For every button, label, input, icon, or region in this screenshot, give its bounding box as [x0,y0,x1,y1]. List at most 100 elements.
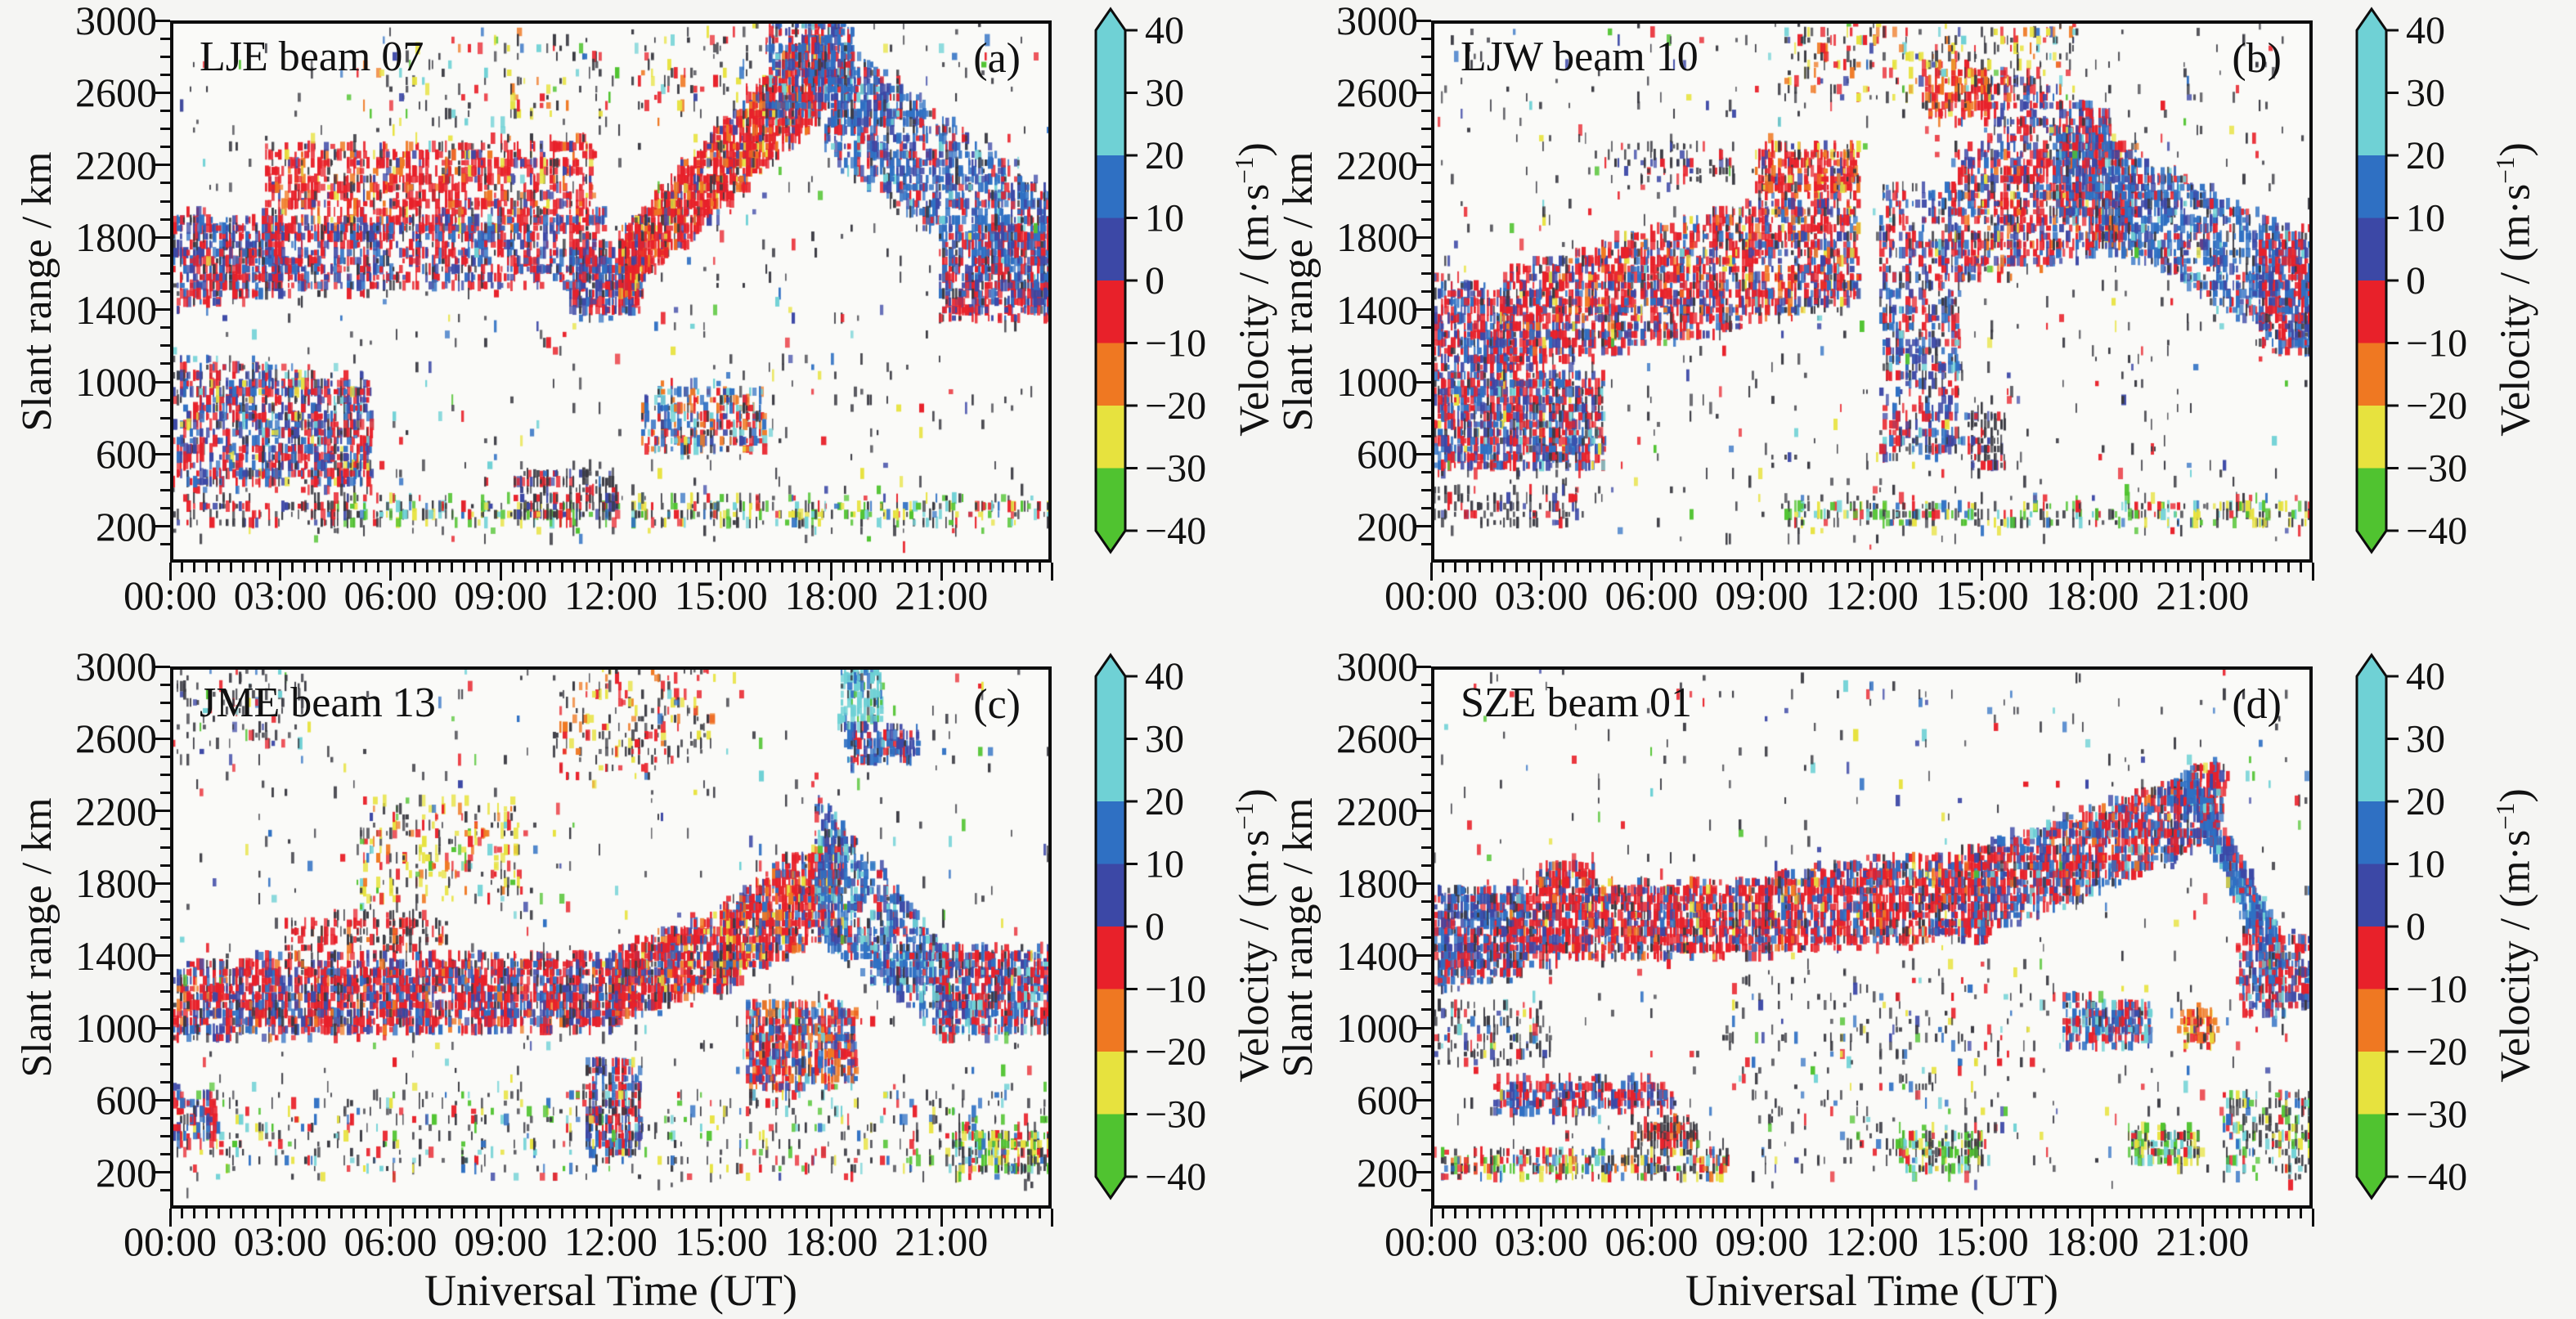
x-minor-tick [523,1209,527,1218]
y-minor-tick [160,218,170,221]
x-minor-tick [1883,563,1886,572]
x-minor-tick [2079,1209,2082,1218]
y-minor-tick [1421,73,1431,76]
x-minor-tick [1013,563,1016,572]
x-minor-tick [891,563,894,572]
y-minor-tick [1421,972,1431,976]
x-minor-tick [560,1209,563,1218]
y-major-tick [152,810,170,813]
x-minor-tick [181,1209,184,1218]
x-minor-tick [1662,563,1665,572]
x-minor-tick [744,1209,747,1218]
x-minor-tick [646,1209,649,1218]
x-minor-tick [1735,1209,1739,1218]
x-minor-tick [303,563,307,572]
x-minor-tick [976,1209,980,1218]
x-minor-tick [646,563,649,572]
colorbar-tick-label: −20 [2406,1030,2467,1074]
x-minor-tick [2299,563,2302,572]
colorbar-bottom-arrow [2357,1177,2386,1198]
y-minor-tick [160,1080,170,1083]
colorbar-segment [2357,676,2386,801]
y-minor-tick [160,271,170,275]
y-minor-tick [160,917,170,921]
x-minor-tick [340,563,343,572]
y-minor-tick [1421,683,1431,686]
colorbar-tick-label: 30 [1145,718,1184,761]
y-tick-label: 1400 [1336,286,1418,333]
colorbar-tick-label: −20 [1145,1030,1206,1074]
y-major-tick [1413,1098,1431,1101]
y-minor-tick [1421,55,1431,58]
y-minor-tick [1421,846,1431,849]
x-minor-tick [205,1209,209,1218]
x-minor-tick [732,1209,735,1218]
x-minor-tick [1577,1209,1580,1218]
x-minor-tick [806,563,809,572]
y-tick-label: 200 [1357,503,1418,550]
x-minor-tick [365,563,368,572]
y-major-tick [1413,91,1431,94]
x-minor-tick [572,563,576,572]
y-minor-tick [160,1117,170,1119]
x-minor-tick [2054,1209,2058,1218]
x-minor-tick [316,563,319,572]
y-minor-tick [160,990,170,994]
colorbar-segment [2357,406,2386,469]
colorbar: 40 30 20 10 0 −10 −20 −30 −40 [1094,7,1206,554]
x-minor-tick [487,563,490,572]
y-minor-tick [160,719,170,722]
colorbar-segment [2357,343,2386,406]
x-tick-label: 21:00 [2156,1218,2250,1264]
x-minor-tick [915,1209,918,1218]
x-minor-tick [2213,1209,2216,1218]
x-minor-tick [2067,563,2070,572]
y-major-tick [1413,1171,1431,1174]
y-minor-tick [1421,1117,1431,1119]
data-canvas-d [1434,670,2309,1205]
panel-d: Slant range / km 200 600 1000 1400 1800 2200 2… [1261,645,2576,1313]
colorbar-tick-label: −40 [2406,1155,2467,1199]
x-minor-tick [634,563,637,572]
colorbar-segment [2357,989,2386,1052]
x-minor-tick [242,563,245,572]
y-tick-label: 2600 [75,70,157,116]
x-major-tick [830,563,832,581]
x-minor-tick [2299,1209,2302,1218]
x-minor-tick [1515,563,1519,572]
x-minor-tick [487,1209,490,1218]
x-minor-tick [2237,1209,2241,1218]
x-axis-title: Universal Time (UT) [1685,1266,2058,1315]
x-minor-tick [2152,1209,2155,1218]
x-minor-tick [1601,563,1604,572]
x-minor-tick [2139,1209,2143,1218]
y-tick-label: 1000 [1336,359,1418,405]
x-tick-label: 18:00 [2045,1218,2139,1264]
y-minor-tick [1421,200,1431,203]
x-major-tick [2201,1209,2204,1227]
x-minor-tick [401,1209,404,1218]
x-minor-tick [181,563,184,572]
x-minor-tick [1613,1209,1617,1218]
x-minor-tick [1956,563,1959,572]
y-major-tick [152,954,170,958]
y-minor-tick [1421,37,1431,40]
y-minor-tick [160,398,170,402]
colorbar-title: Velocity / (m·s−1) [2481,666,2538,1205]
x-minor-tick [1907,563,1910,572]
x-major-tick [1429,563,1433,581]
x-tick-label: 09:00 [454,1218,548,1264]
y-minor-tick [1421,990,1431,994]
x-tick-label: 15:00 [1935,572,2029,618]
y-minor-tick [160,701,170,704]
x-minor-tick [1577,563,1580,572]
x-minor-tick [695,563,698,572]
x-minor-tick [841,563,845,572]
x-minor-tick [1821,563,1824,572]
x-major-tick [1760,1209,1763,1227]
x-minor-tick [1846,1209,1849,1218]
y-minor-tick [1421,507,1431,510]
colorbar-title-suffix: ) [2492,788,2539,803]
x-minor-tick [2152,563,2155,572]
